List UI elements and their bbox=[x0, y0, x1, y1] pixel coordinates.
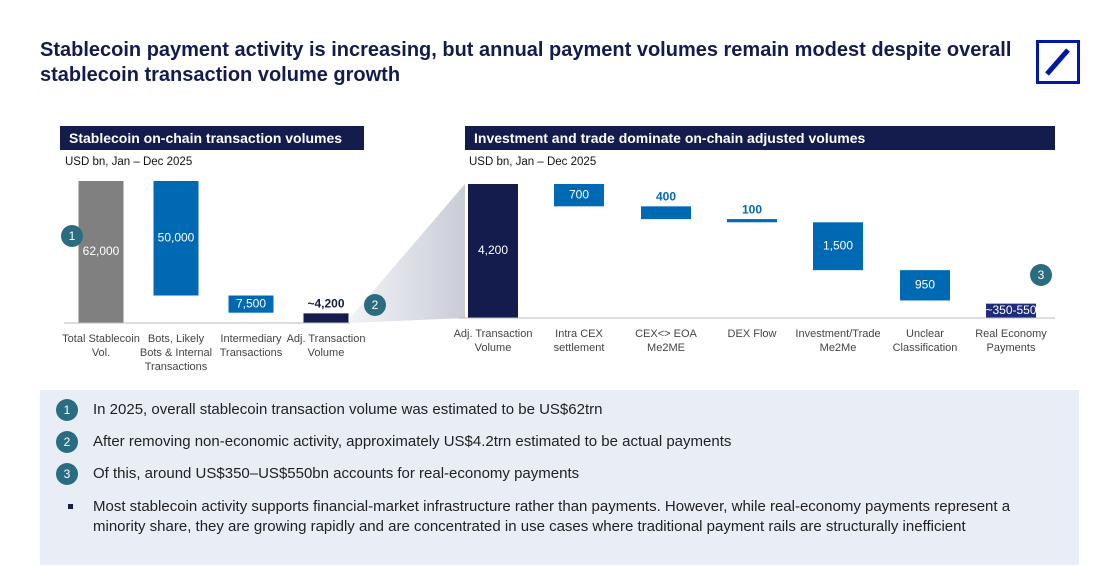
panel-title: Investment and trade dominate on-chain a… bbox=[465, 126, 1055, 150]
bar bbox=[153, 181, 199, 296]
x-tick-label: Unclear Classification bbox=[892, 328, 958, 354]
value-label: 400 bbox=[656, 190, 676, 204]
value-label: 4,200 bbox=[478, 243, 508, 257]
note-marker: 3 bbox=[56, 463, 78, 485]
value-label: ~4,200 bbox=[307, 297, 344, 311]
bar bbox=[78, 181, 124, 323]
value-label: 1,500 bbox=[823, 238, 853, 252]
panel-title: Stablecoin on-chain transaction volumes bbox=[60, 126, 364, 150]
note-marker: 2 bbox=[56, 431, 78, 453]
note-text: Of this, around US$350–US$550bn accounts… bbox=[93, 465, 580, 482]
value-label: 700 bbox=[569, 187, 589, 201]
x-tick-label: Intermediary Transactions bbox=[219, 333, 283, 359]
x-tick-label: Intra CEX settlement bbox=[553, 328, 605, 354]
value-label: 100 bbox=[742, 202, 762, 216]
x-tick-label: Total Stablecoin Vol. bbox=[62, 333, 140, 359]
slide-title: Stablecoin payment activity is increasin… bbox=[40, 39, 1012, 86]
x-tick-label: DEX Flow bbox=[727, 328, 777, 340]
panel-subtitle: USD bn, Jan – Dec 2025 bbox=[469, 156, 597, 168]
callout-marker: 2 bbox=[364, 294, 386, 316]
bullet-text: Most stablecoin activity supports financ… bbox=[93, 498, 1011, 535]
value-label: 950 bbox=[915, 277, 935, 291]
bar bbox=[900, 270, 950, 301]
note-text: After removing non-economic activity, ap… bbox=[93, 433, 732, 450]
bar bbox=[468, 184, 518, 318]
x-tick-label: CEX<> EOA Me2ME bbox=[635, 328, 697, 354]
x-tick-label: Bots, Likely Bots & Internal Transaction… bbox=[139, 333, 213, 373]
bar bbox=[727, 219, 777, 223]
bar bbox=[641, 206, 691, 220]
logo bbox=[1036, 40, 1080, 84]
x-tick-label: Adj. Transaction Volume bbox=[286, 333, 366, 359]
notes-panel: 1 In 2025, overall stablecoin transactio… bbox=[40, 390, 1079, 565]
x-tick-label: Investment/Trade Me2Me bbox=[795, 328, 881, 354]
note-marker: 1 bbox=[56, 399, 78, 421]
note-text: In 2025, overall stablecoin transaction … bbox=[93, 401, 603, 418]
panel-subtitle: USD bn, Jan – Dec 2025 bbox=[65, 156, 193, 168]
x-tick-label: Real Economy Payments bbox=[975, 328, 1047, 354]
callout-marker: 1 bbox=[61, 225, 83, 247]
value-label: 50,000 bbox=[158, 230, 195, 244]
value-label: 7,500 bbox=[236, 296, 266, 310]
bar bbox=[813, 222, 863, 271]
connector bbox=[350, 184, 465, 323]
bar bbox=[303, 313, 349, 323]
value-label: 62,000 bbox=[83, 244, 120, 258]
bar bbox=[228, 295, 274, 313]
x-tick-label: Adj. Transaction Volume bbox=[453, 328, 533, 354]
bar bbox=[986, 303, 1036, 318]
bullet-dot bbox=[68, 504, 73, 509]
value-label: ~350-550 bbox=[985, 303, 1036, 317]
bar bbox=[554, 184, 604, 207]
callout-marker: 3 bbox=[1030, 264, 1052, 286]
